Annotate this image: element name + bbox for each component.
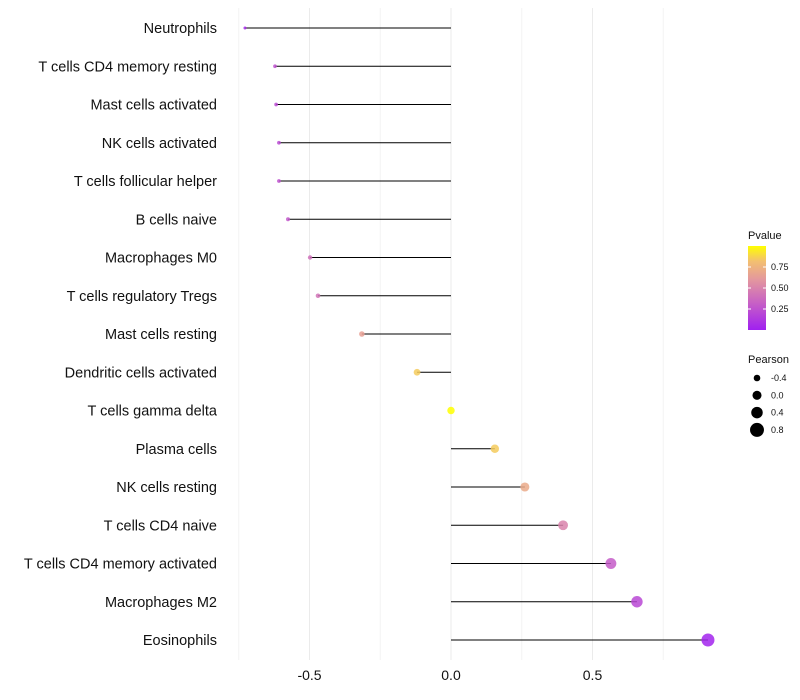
lollipop-point bbox=[413, 368, 421, 376]
y-category-label: B cells naive bbox=[136, 212, 217, 228]
lollipop-point bbox=[307, 255, 313, 260]
y-category-label: T cells CD4 memory activated bbox=[24, 557, 217, 573]
lollipop-point bbox=[286, 217, 290, 222]
lollipop-point bbox=[277, 140, 281, 145]
y-category-label: Dendritic cells activated bbox=[65, 365, 217, 381]
x-tick-label: -0.5 bbox=[297, 667, 321, 683]
size-legend-label: 0.8 bbox=[771, 425, 784, 435]
y-category-label: NK cells activated bbox=[102, 136, 217, 152]
y-category-label: T cells CD4 memory resting bbox=[38, 59, 217, 75]
y-category-label: Macrophages M0 bbox=[105, 251, 217, 267]
color-legend-label: 0.75 bbox=[771, 262, 789, 272]
lollipop-point bbox=[243, 26, 247, 30]
size-legend-dot bbox=[752, 390, 762, 400]
size-legend-dot bbox=[751, 406, 763, 419]
y-category-label: Eosinophils bbox=[143, 633, 217, 649]
color-legend-label: 0.25 bbox=[771, 304, 789, 314]
y-category-label: T cells gamma delta bbox=[88, 404, 218, 420]
size-legend-title: Pearson bbox=[748, 354, 789, 366]
color-legend-label: 0.50 bbox=[771, 283, 789, 293]
y-category-label: Plasma cells bbox=[136, 442, 217, 458]
x-tick-label: 0.5 bbox=[583, 667, 603, 683]
y-category-label: Mast cells activated bbox=[90, 98, 217, 114]
lollipop-point bbox=[701, 633, 715, 647]
lollipop-point bbox=[273, 64, 277, 69]
y-category-label: T cells CD4 naive bbox=[104, 518, 217, 534]
size-legend-label: 0.4 bbox=[771, 408, 784, 418]
lollipop-point bbox=[490, 444, 500, 453]
color-legend-bar bbox=[748, 246, 766, 330]
size-legend-label: 0.0 bbox=[771, 390, 784, 400]
y-category-label: Neutrophils bbox=[144, 21, 217, 37]
color-legend-title: Pvalue bbox=[748, 230, 782, 242]
y-category-label: Macrophages M2 bbox=[105, 595, 217, 611]
lollipop-point bbox=[605, 558, 617, 569]
size-legend-dot bbox=[750, 422, 764, 437]
y-category-label: T cells follicular helper bbox=[74, 174, 217, 190]
lollipop-point bbox=[277, 179, 281, 183]
lollipop-point bbox=[447, 406, 455, 415]
lollipop-point bbox=[631, 596, 643, 608]
lollipop-point bbox=[315, 293, 321, 299]
lollipop-point bbox=[520, 482, 530, 492]
y-category-label: T cells regulatory Tregs bbox=[67, 289, 217, 305]
size-legend-label: -0.4 bbox=[771, 373, 787, 383]
size-legend-dot bbox=[753, 374, 761, 382]
lollipop-point bbox=[274, 102, 278, 107]
x-tick-label: 0.0 bbox=[441, 667, 461, 683]
lollipop-point bbox=[558, 520, 569, 531]
lollipop-point bbox=[359, 331, 365, 337]
y-category-label: Mast cells resting bbox=[105, 327, 217, 343]
y-category-label: NK cells resting bbox=[116, 480, 217, 496]
